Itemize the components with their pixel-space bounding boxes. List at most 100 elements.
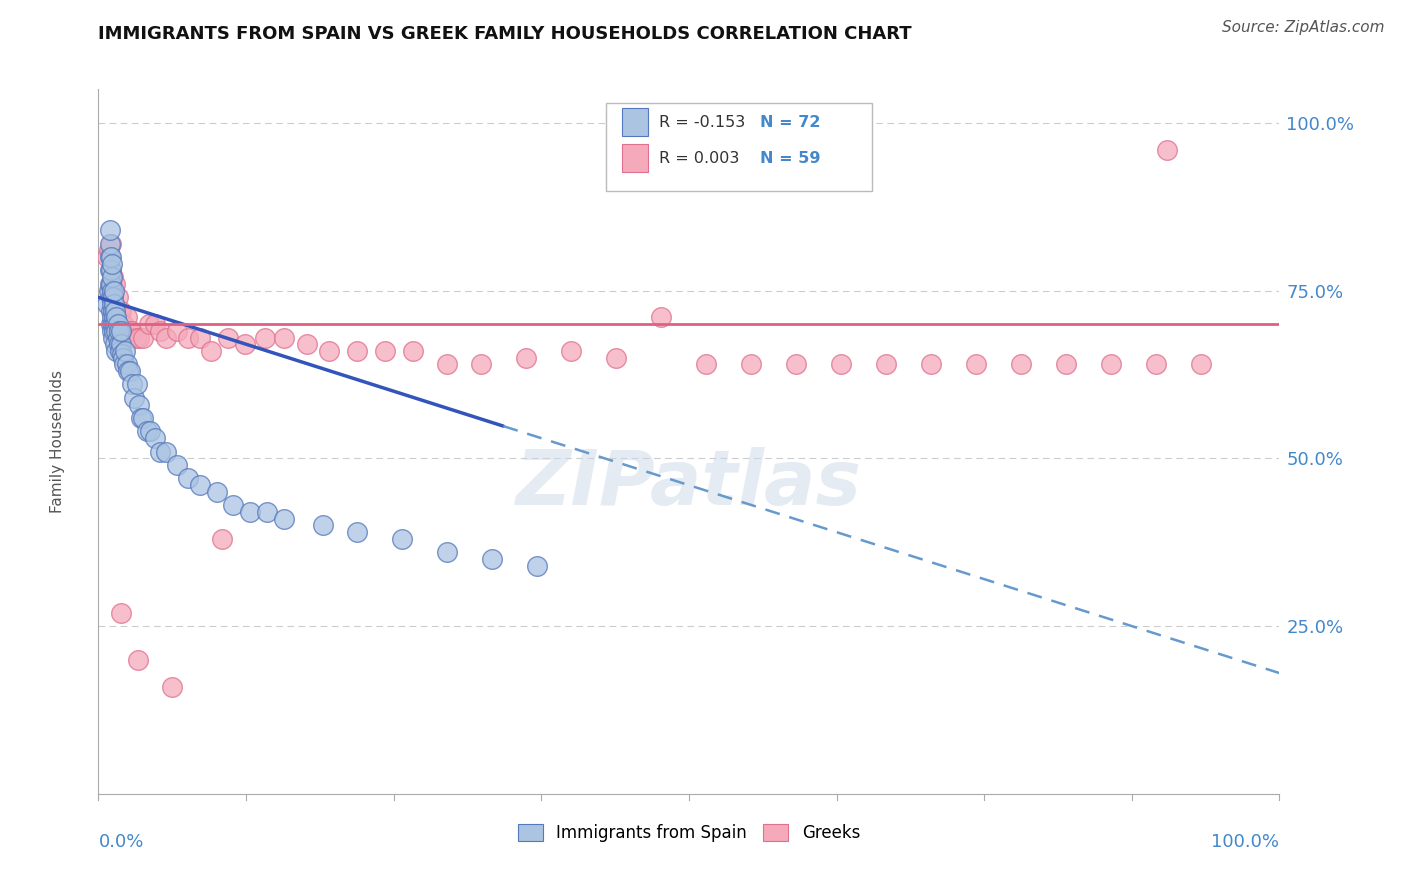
Point xyxy=(177,330,200,344)
Point xyxy=(830,357,852,371)
Point xyxy=(101,324,124,338)
Point xyxy=(105,310,128,325)
Point xyxy=(374,343,396,358)
Point xyxy=(101,270,124,285)
Point xyxy=(481,552,503,566)
Point xyxy=(273,330,295,344)
Point xyxy=(470,357,492,371)
Text: IMMIGRANTS FROM SPAIN VS GREEK FAMILY HOUSEHOLDS CORRELATION CHART: IMMIGRANTS FROM SPAIN VS GREEK FAMILY HO… xyxy=(98,25,912,44)
FancyBboxPatch shape xyxy=(621,145,648,172)
Point xyxy=(1099,357,1122,371)
Point xyxy=(127,653,149,667)
Point xyxy=(118,364,141,378)
Point xyxy=(100,303,122,318)
Point xyxy=(128,398,150,412)
Text: 0.0%: 0.0% xyxy=(98,832,143,851)
Point xyxy=(100,317,122,331)
Point xyxy=(1156,143,1178,157)
Point xyxy=(346,525,368,540)
Point xyxy=(205,484,228,499)
Point xyxy=(402,343,425,358)
Point xyxy=(143,317,166,331)
Point xyxy=(132,411,155,425)
Point xyxy=(103,324,125,338)
Point xyxy=(436,357,458,371)
Point xyxy=(101,310,124,325)
Point xyxy=(100,277,122,291)
Point xyxy=(97,284,120,298)
Point xyxy=(103,297,125,311)
Point xyxy=(110,303,132,318)
Point xyxy=(107,290,129,304)
Point xyxy=(101,303,124,318)
Point xyxy=(108,343,131,358)
Point xyxy=(132,330,155,344)
Point xyxy=(560,343,582,358)
Text: ZIPatlas: ZIPatlas xyxy=(516,447,862,521)
Point xyxy=(273,512,295,526)
Point xyxy=(98,277,121,291)
Point xyxy=(129,411,152,425)
Point xyxy=(124,391,146,405)
Point xyxy=(217,330,239,344)
Point xyxy=(115,310,138,325)
Point xyxy=(112,351,135,365)
Point xyxy=(107,324,129,338)
Point xyxy=(98,263,121,277)
Point xyxy=(605,351,627,365)
Point xyxy=(515,351,537,365)
Point xyxy=(391,532,413,546)
FancyBboxPatch shape xyxy=(606,103,872,192)
Point xyxy=(125,377,148,392)
Point xyxy=(177,471,200,485)
Point xyxy=(166,458,188,472)
Point xyxy=(103,297,125,311)
Point xyxy=(149,324,172,338)
Point xyxy=(118,324,141,338)
Point xyxy=(101,284,124,298)
Point xyxy=(1054,357,1077,371)
Point xyxy=(740,357,762,371)
Text: Source: ZipAtlas.com: Source: ZipAtlas.com xyxy=(1222,20,1385,35)
Point xyxy=(96,250,118,264)
Point xyxy=(695,357,717,371)
Point xyxy=(100,236,122,251)
Point xyxy=(138,317,160,331)
Point xyxy=(155,330,177,344)
Point xyxy=(97,244,120,258)
Point xyxy=(135,425,157,439)
Point xyxy=(253,330,276,344)
Point xyxy=(101,317,124,331)
Point xyxy=(104,303,127,318)
Point xyxy=(239,505,262,519)
Point xyxy=(188,478,211,492)
Point xyxy=(100,250,122,264)
Point xyxy=(101,290,124,304)
Point xyxy=(104,277,127,291)
FancyBboxPatch shape xyxy=(621,108,648,136)
Point xyxy=(526,558,548,573)
Point xyxy=(124,330,146,344)
Point xyxy=(139,425,162,439)
Point xyxy=(650,310,672,325)
Point xyxy=(96,297,118,311)
Point xyxy=(101,330,124,344)
Point xyxy=(101,297,124,311)
Point xyxy=(101,257,124,271)
Point xyxy=(1010,357,1032,371)
Point xyxy=(98,284,121,298)
Point xyxy=(103,310,125,325)
Point xyxy=(98,223,121,237)
Text: Family Households: Family Households xyxy=(49,370,65,513)
Point xyxy=(143,431,166,445)
Point xyxy=(188,330,211,344)
Text: N = 72: N = 72 xyxy=(759,115,820,130)
Point xyxy=(112,317,135,331)
Point xyxy=(104,317,127,331)
Point xyxy=(920,357,942,371)
Point xyxy=(100,290,122,304)
Point xyxy=(346,343,368,358)
Text: R = 0.003: R = 0.003 xyxy=(659,151,740,166)
Point xyxy=(110,324,132,338)
Point xyxy=(155,444,177,458)
